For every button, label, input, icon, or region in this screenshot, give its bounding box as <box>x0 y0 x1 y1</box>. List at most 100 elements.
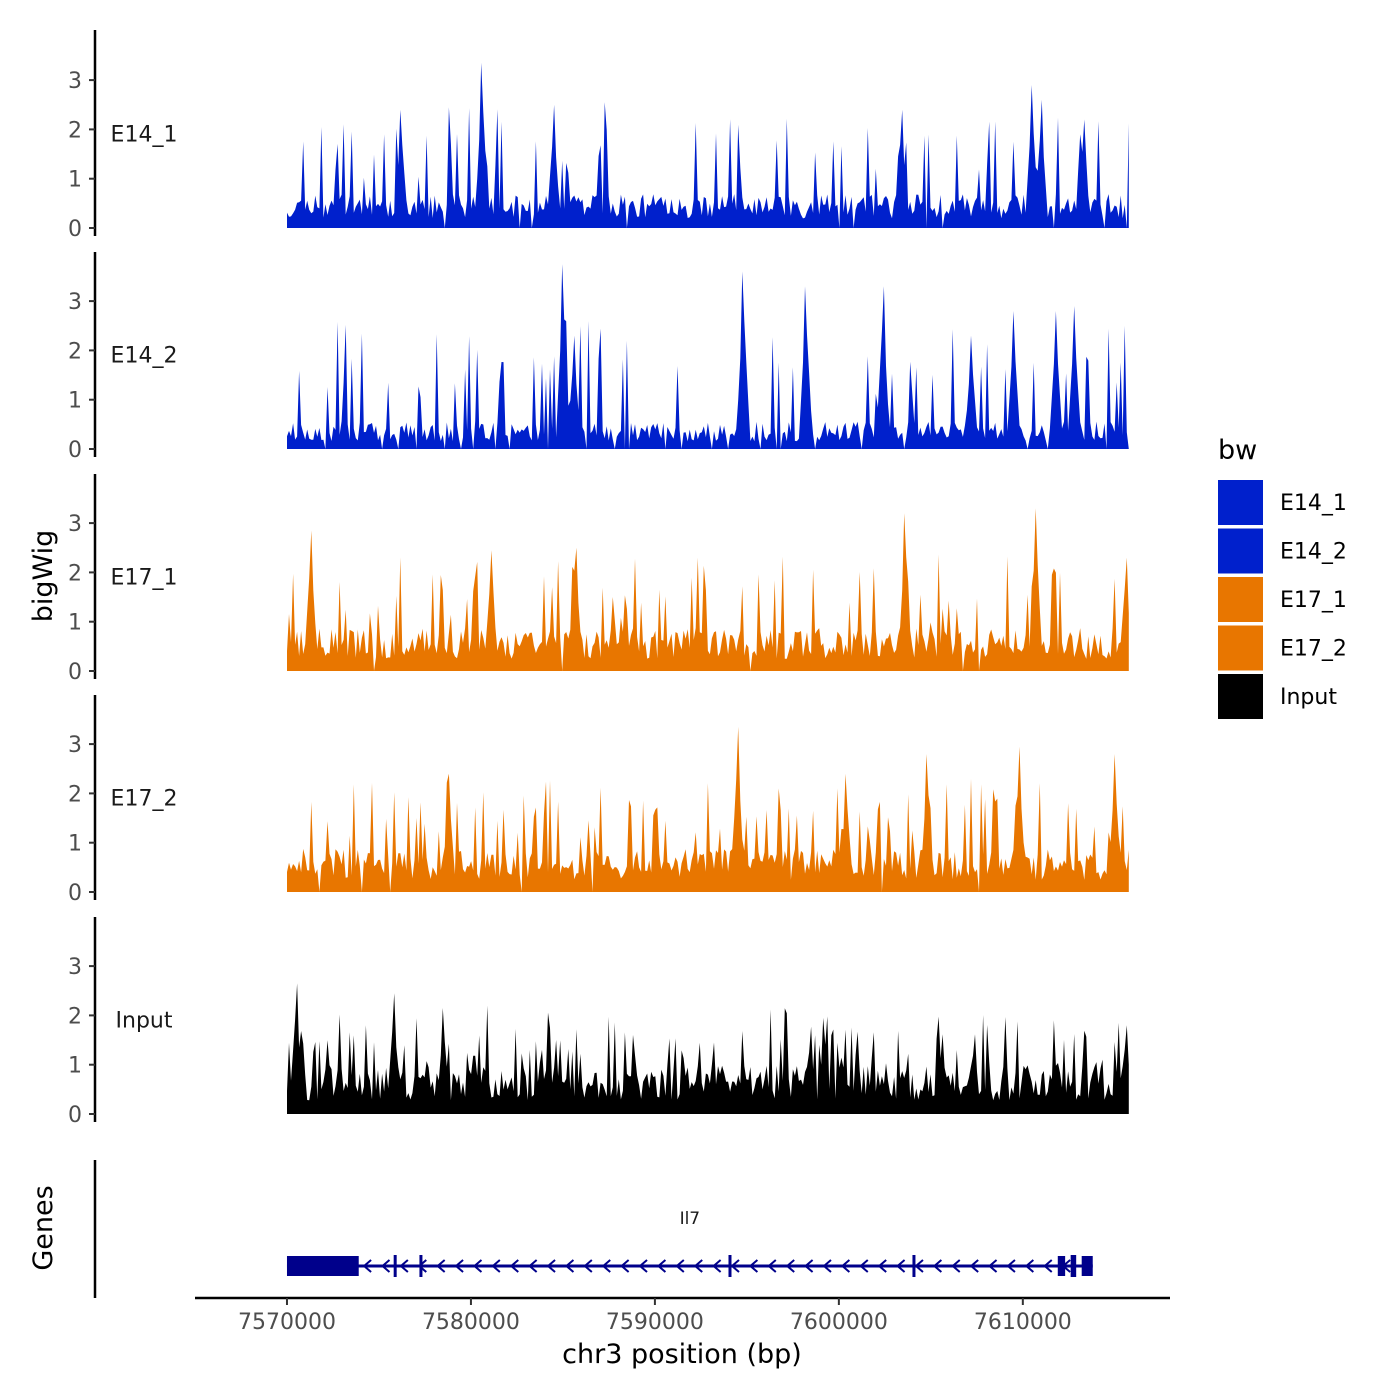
strand-arrow <box>730 1259 740 1273</box>
panel-e17-1: 0 1 2 3 E17_1 <box>68 474 1129 685</box>
strand-arrow <box>620 1259 630 1273</box>
y-tick-label: 2 <box>68 1004 82 1029</box>
track-label: Input <box>116 1008 173 1033</box>
x-axis: 7570000 7580000 7590000 7600000 7610000 <box>195 1296 1170 1335</box>
strand-arrow <box>1006 1259 1016 1273</box>
legend-label-e14-2: E14_2 <box>1280 540 1347 565</box>
legend-label-e17-1: E17_1 <box>1280 588 1347 613</box>
legend-swatch-input <box>1218 674 1263 719</box>
gene-exon <box>393 1255 397 1277</box>
strand-arrow <box>601 1259 611 1273</box>
strand-arrow <box>417 1259 427 1273</box>
track-label: E14_2 <box>111 343 178 368</box>
strand-arrow <box>564 1259 575 1273</box>
strand-arrow <box>472 1259 483 1273</box>
y-tick-label: 1 <box>68 168 82 193</box>
gene-name-label: Il7 <box>680 1209 701 1229</box>
legend: bw E14_1 E14_2 E17_1 E17_2 Input <box>1218 435 1347 719</box>
legend-title: bw <box>1218 435 1257 466</box>
y-tick-label: 2 <box>68 118 82 143</box>
y-tick-label: 3 <box>68 512 82 537</box>
legend-label-e14-1: E14_1 <box>1280 491 1347 516</box>
gene-exon <box>419 1255 423 1277</box>
x-tick-label: 7600000 <box>790 1310 888 1335</box>
signal-panels: 0 1 2 3 E14_1 0 1 2 3 E14_2 0 1 2 3 E17_1 0 1 2 3 E17_2 0 1 2 3… <box>68 30 1129 1128</box>
strand-arrow <box>914 1259 924 1273</box>
strand-arrow <box>509 1259 519 1273</box>
strand-arrow <box>675 1259 685 1273</box>
strand-arrow <box>583 1259 593 1273</box>
track-label: E14_1 <box>111 122 178 147</box>
strand-arrow <box>822 1259 832 1273</box>
y-axis-title: bigWig <box>28 530 59 623</box>
track-label: E17_1 <box>111 565 178 590</box>
strand-arrow <box>491 1259 501 1273</box>
y-tick-label: 2 <box>68 782 82 807</box>
y-tick-label: 0 <box>68 217 82 242</box>
x-tick-label: 7570000 <box>238 1310 336 1335</box>
strand-arrow <box>693 1259 703 1273</box>
strand-arrow <box>951 1259 961 1273</box>
signal-area-e17-1 <box>287 508 1129 671</box>
strand-arrow <box>546 1259 556 1273</box>
gene-exon <box>912 1255 916 1277</box>
y-tick-label: 1 <box>68 611 82 636</box>
strand-arrow <box>1043 1259 1053 1273</box>
gene-exon <box>286 1256 359 1276</box>
strand-arrow <box>804 1259 814 1273</box>
strand-arrow <box>877 1259 887 1273</box>
legend-swatch-e14-2 <box>1218 528 1263 574</box>
gene-exon <box>1070 1255 1077 1277</box>
y-tick-label: 0 <box>68 1103 82 1128</box>
panel-input: 0 1 2 3 Input <box>68 917 1129 1128</box>
gene-exon <box>1057 1256 1066 1276</box>
y-tick-label: 0 <box>68 881 82 906</box>
genes-axis-title: Genes <box>28 1185 59 1270</box>
strand-arrow <box>399 1259 409 1273</box>
strand-arrow <box>840 1259 851 1273</box>
strand-arrow <box>785 1259 795 1273</box>
strand-arrow <box>380 1259 391 1273</box>
signal-area-input <box>287 983 1129 1114</box>
signal-area-e14-2 <box>287 264 1129 449</box>
y-tick-label: 1 <box>68 389 82 414</box>
strand-arrow <box>896 1259 906 1273</box>
y-tick-label: 0 <box>68 660 82 685</box>
strand-arrow <box>436 1259 446 1273</box>
panel-e14-1: 0 1 2 3 E14_1 <box>68 30 1129 242</box>
strand-arrow <box>1024 1259 1034 1273</box>
gene-exon <box>1081 1256 1093 1276</box>
strand-arrow <box>454 1259 464 1273</box>
strand-arrow <box>767 1259 777 1273</box>
panel-e14-2: 0 1 2 3 E14_2 <box>68 252 1129 463</box>
legend-swatch-e14-1 <box>1218 480 1263 525</box>
y-tick-label: 3 <box>68 733 82 758</box>
legend-swatch-e17-1 <box>1218 577 1263 622</box>
y-tick-label: 1 <box>68 832 82 857</box>
x-tick-label: 7590000 <box>606 1310 704 1335</box>
panel-e17-2: 0 1 2 3 E17_2 <box>68 695 1129 906</box>
x-axis-title: chr3 position (bp) <box>562 1339 802 1370</box>
strand-arrow <box>362 1259 372 1273</box>
signal-area-e14-1 <box>287 62 1129 228</box>
legend-swatch-e17-2 <box>1218 625 1263 671</box>
legend-label-input: Input <box>1280 685 1337 710</box>
strand-arrow <box>859 1259 869 1273</box>
y-tick-label: 3 <box>68 290 82 315</box>
y-tick-label: 0 <box>68 438 82 463</box>
y-tick-label: 1 <box>68 1054 82 1079</box>
x-tick-label: 7610000 <box>974 1310 1072 1335</box>
y-tick-label: 2 <box>68 339 82 364</box>
legend-label-e17-2: E17_2 <box>1280 637 1347 662</box>
strand-arrow <box>656 1259 667 1273</box>
gene-exon <box>728 1255 732 1277</box>
y-tick-label: 2 <box>68 561 82 586</box>
strand-arrow <box>969 1259 979 1273</box>
y-tick-label: 3 <box>68 955 82 980</box>
signal-area-e17-2 <box>287 726 1129 892</box>
gene-panel: Il7 <box>93 1160 1093 1298</box>
strand-arrow <box>712 1259 722 1273</box>
strand-arrow <box>988 1259 998 1273</box>
y-tick-label: 3 <box>68 69 82 94</box>
